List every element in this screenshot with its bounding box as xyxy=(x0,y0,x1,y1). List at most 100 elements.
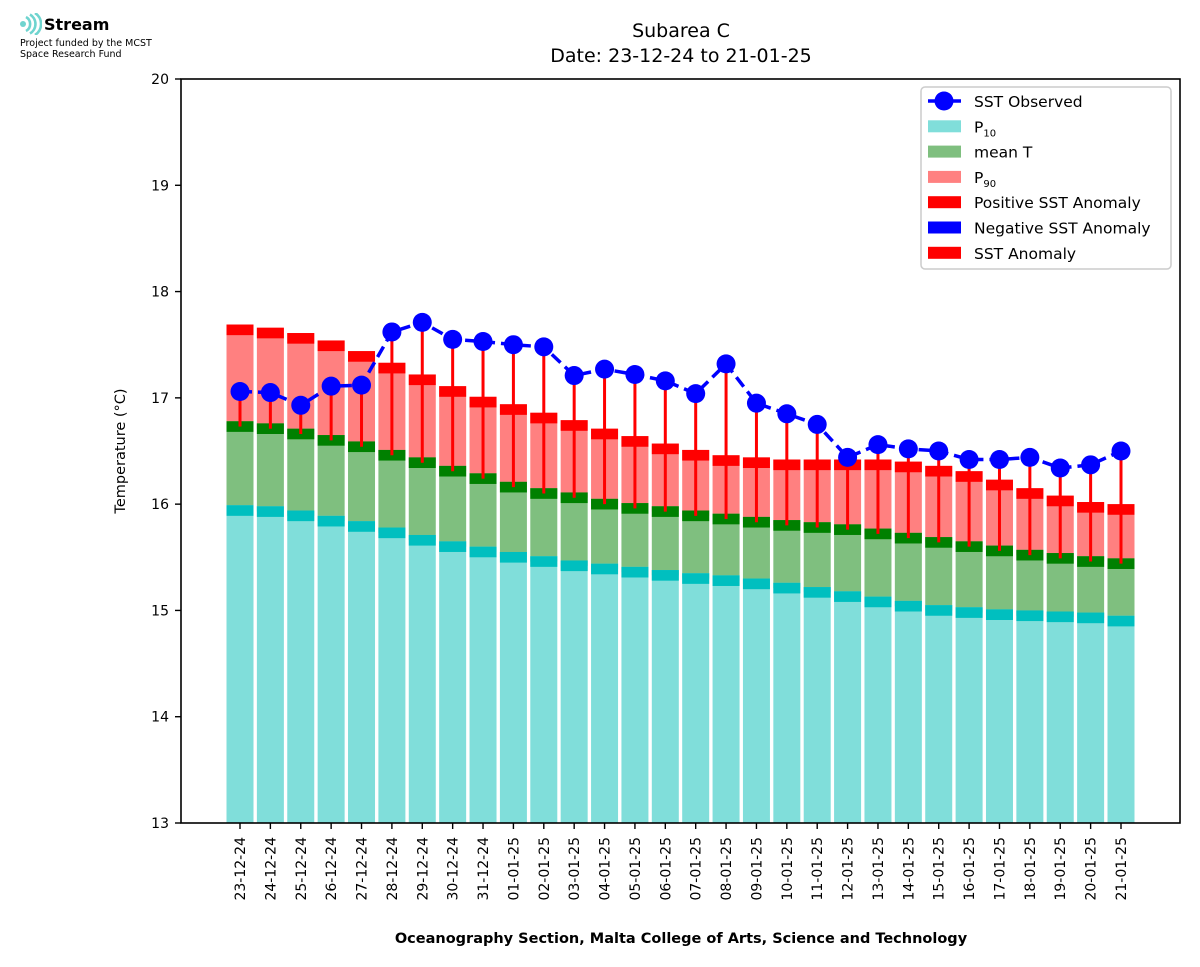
legend-swatch xyxy=(928,145,961,158)
y-axis-label: Temperature (°C) xyxy=(113,388,129,514)
bar-stack xyxy=(226,324,254,823)
bar-stack xyxy=(439,386,467,823)
mean-bar xyxy=(682,510,710,579)
p10-bar xyxy=(925,605,953,823)
bar-stack xyxy=(803,459,831,823)
legend-label: P10 xyxy=(974,118,996,139)
x-tick-label: 24-12-24 xyxy=(263,837,279,901)
bar-stack xyxy=(317,340,345,823)
p10-band xyxy=(378,527,406,539)
p10-bar xyxy=(348,521,376,823)
sst-observed-point xyxy=(838,447,858,467)
sst-observed-point xyxy=(777,404,797,424)
p10-bar xyxy=(530,556,558,823)
x-tick-label: 04-01-25 xyxy=(598,837,614,901)
legend-item: Negative SST Anomaly xyxy=(928,220,1151,238)
p10-band xyxy=(985,609,1013,620)
p10-band xyxy=(530,556,558,567)
funding-note: Project funded by the MCST Space Researc… xyxy=(20,38,152,60)
sst-observed-point xyxy=(959,450,979,470)
legend-label-text: Negative SST Anomaly xyxy=(974,220,1151,238)
p10-band xyxy=(1077,612,1105,624)
p90-band xyxy=(348,351,376,362)
p10-bar xyxy=(560,560,588,823)
p10-band xyxy=(226,505,254,516)
x-tick-label: 07-01-25 xyxy=(689,837,705,901)
p10-bar xyxy=(1016,610,1044,823)
bar-stack xyxy=(712,455,740,823)
p10-bar xyxy=(651,570,679,823)
bar-stack xyxy=(894,461,922,823)
legend-label-text: P xyxy=(974,169,983,187)
mean-bar xyxy=(742,516,770,584)
mean-bar xyxy=(226,421,254,511)
sst-observed-point xyxy=(868,435,888,455)
legend-swatch xyxy=(928,196,961,209)
legend-item: SST Anomaly xyxy=(928,245,1076,263)
x-tick-label: 17-01-25 xyxy=(992,837,1008,901)
legend-marker xyxy=(934,91,954,111)
p10-bar xyxy=(287,510,315,823)
legend-label: mean T xyxy=(974,144,1033,162)
legend-label-text: mean T xyxy=(974,144,1033,162)
p10-bar xyxy=(1046,611,1074,823)
p10-bar xyxy=(226,505,254,823)
x-tick-label: 25-12-24 xyxy=(294,837,310,901)
p10-band xyxy=(834,591,862,602)
mean-band xyxy=(348,441,376,453)
x-tick-label: 27-12-24 xyxy=(355,837,371,901)
p10-bar xyxy=(1077,612,1105,823)
x-tick-label: 02-01-25 xyxy=(537,837,553,901)
chart-title-line-2: Date: 23-12-24 to 21-01-25 xyxy=(550,45,812,67)
p10-band xyxy=(469,546,497,558)
x-tick-label: 13-01-25 xyxy=(871,837,887,901)
mean-bar xyxy=(712,513,740,581)
mean-bar xyxy=(925,537,953,611)
sst-observed-point xyxy=(564,366,584,386)
p10-bar xyxy=(1107,615,1135,823)
mean-bar xyxy=(955,541,983,613)
legend-box xyxy=(920,86,1172,270)
p10-bar xyxy=(408,534,436,823)
p10-band xyxy=(560,560,588,572)
p10-band xyxy=(925,605,953,616)
x-tick-label: 21-01-25 xyxy=(1114,837,1130,901)
x-tick-label: 01-01-25 xyxy=(506,837,522,901)
y-tick-label: 19 xyxy=(151,178,169,194)
sst-observed-point xyxy=(595,359,615,379)
p90-band xyxy=(256,327,284,339)
sst-observed-point xyxy=(473,332,493,352)
mean-bar xyxy=(317,435,345,522)
x-tick-label: 29-12-24 xyxy=(415,837,431,901)
mean-band xyxy=(803,522,831,533)
sst-observed-point xyxy=(534,337,554,357)
p10-bar xyxy=(742,578,770,823)
bar-stack xyxy=(834,459,862,823)
sst-observed-point xyxy=(807,414,827,434)
p10-band xyxy=(955,607,983,618)
x-tick-label: 23-12-24 xyxy=(233,837,249,901)
p10-bar xyxy=(955,607,983,823)
y-tick-label: 14 xyxy=(151,710,169,726)
mean-bar xyxy=(348,441,376,527)
plot-frame xyxy=(180,78,1181,824)
mean-bar xyxy=(591,498,619,569)
bar-stack xyxy=(591,428,619,823)
sst-observed-point xyxy=(503,335,523,355)
mean-band xyxy=(925,537,953,548)
sst-observed-series xyxy=(230,312,1131,478)
p10-bar xyxy=(591,563,619,823)
mean-bar xyxy=(651,506,679,576)
y-tick-label: 13 xyxy=(151,816,169,832)
sst-observed-point xyxy=(1020,447,1040,467)
x-tick-label: 20-01-25 xyxy=(1084,837,1100,901)
sst-observed-point xyxy=(291,395,311,415)
sst-observed-point xyxy=(1081,455,1101,475)
p10-band xyxy=(894,600,922,612)
p10-band xyxy=(256,506,284,517)
p10-band xyxy=(1016,610,1044,622)
y-tick-label: 16 xyxy=(151,497,169,513)
mean-bar xyxy=(287,428,315,516)
legend-label-text: SST Anomaly xyxy=(974,245,1076,263)
